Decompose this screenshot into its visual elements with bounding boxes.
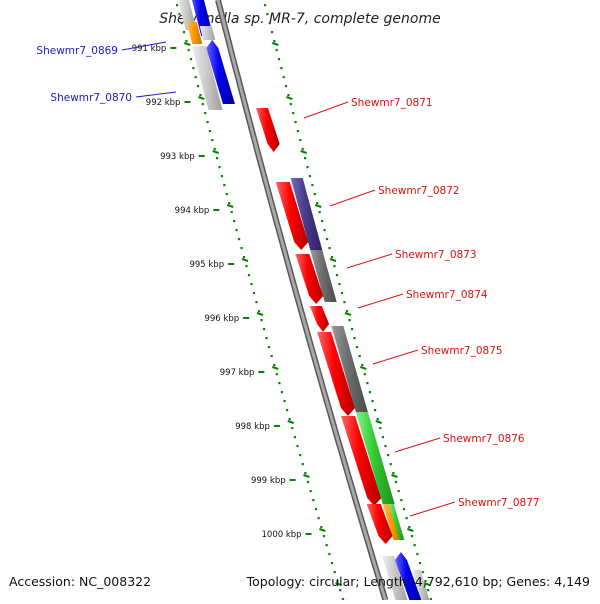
gene-label-left[interactable]: Shewmr7_0870 [50,92,132,104]
gene-label-right[interactable]: Shewmr7_0874 [406,289,488,301]
backbone-line [215,0,389,601]
backbone-highlight [216,0,387,601]
left-tick-dashes [183,42,342,586]
gene-red-0875[interactable] [317,332,356,416]
gene-red-0873[interactable] [295,254,324,304]
gene-green-0876b[interactable] [355,412,395,504]
kbp-tick-label: 998 kbp [235,422,270,432]
gene-red-0876[interactable] [341,416,382,506]
gene-orange-left[interactable] [186,22,203,44]
kbp-tick-label: 996 kbp [204,314,239,324]
gene-lightgray-bottom-b[interactable] [412,570,430,600]
gene-label-right[interactable]: Shewmr7_0872 [378,185,460,197]
gene-gray-0873b[interactable] [310,250,337,302]
right-label-leader [346,253,393,269]
track-boundaries [176,4,432,601]
kbp-tick-label: 991 kbp [132,44,167,54]
gene-red-0877[interactable] [366,504,393,544]
gene-labels: Shewmr7_0869 Shewmr7_0870 Shewmr7_0871 Shew… [36,41,540,517]
genome-backbone [215,0,389,601]
kbp-tick-label: 993 kbp [160,152,195,162]
map-title: Shewanella sp. MR-7, complete genome [159,11,440,27]
left-label-leader [121,41,167,51]
gene-gray-0875b[interactable] [331,326,368,412]
right-label-leader [372,349,419,365]
kbp-tick-label: 994 kbp [175,206,210,216]
gene-red-0872[interactable] [275,182,309,250]
right-label-leader [357,293,404,309]
gene-red-0874[interactable] [309,306,330,332]
gene-red-0871[interactable] [256,108,280,152]
right-tick-dashes [271,42,430,586]
gene-green-0877b[interactable] [388,504,405,540]
left-dotted-boundary [176,4,344,601]
right-label-leader [329,189,376,207]
gene-blue-bottom[interactable] [394,552,422,600]
right-label-leader [303,101,349,119]
right-label-leader [394,437,441,453]
gene-lightgray-0870[interactable] [191,46,223,110]
left-label-leader [135,91,177,98]
gene-label-right[interactable]: Shewmr7_0877 [458,497,540,509]
topology-text: Topology: circular; Length: 4,792,610 bp… [246,574,590,589]
kbp-scale: 991 kbp 992 kbp 993 kbp 994 kbp 995 kbp 996 k… [132,44,312,540]
kbp-tick-label: 992 kbp [146,98,181,108]
kbp-tick-label: 995 kbp [189,260,224,270]
right-label-leader [409,501,456,517]
gene-label-right[interactable]: Shewmr7_0876 [443,433,525,445]
kbp-tick-label: 1000 kbp [262,530,302,540]
gene-lightgray-left-b[interactable] [199,26,216,40]
gene-blue-0870[interactable] [206,40,235,104]
accession-text: Accession: NC_008322 [9,574,152,589]
gene-label-right[interactable]: Shewmr7_0873 [395,249,477,261]
kbp-tick-label: 997 kbp [220,368,255,378]
right-dotted-boundary [264,4,432,601]
gene-purple-0872b[interactable] [290,178,323,250]
gene-label-left[interactable]: Shewmr7_0869 [36,45,118,57]
gene-label-right[interactable]: Shewmr7_0871 [351,97,433,109]
gene-label-right[interactable]: Shewmr7_0875 [421,345,503,357]
gene-lightgray-bottom[interactable] [382,556,408,600]
gene-features [178,0,430,600]
kbp-tick-label: 999 kbp [251,476,286,486]
